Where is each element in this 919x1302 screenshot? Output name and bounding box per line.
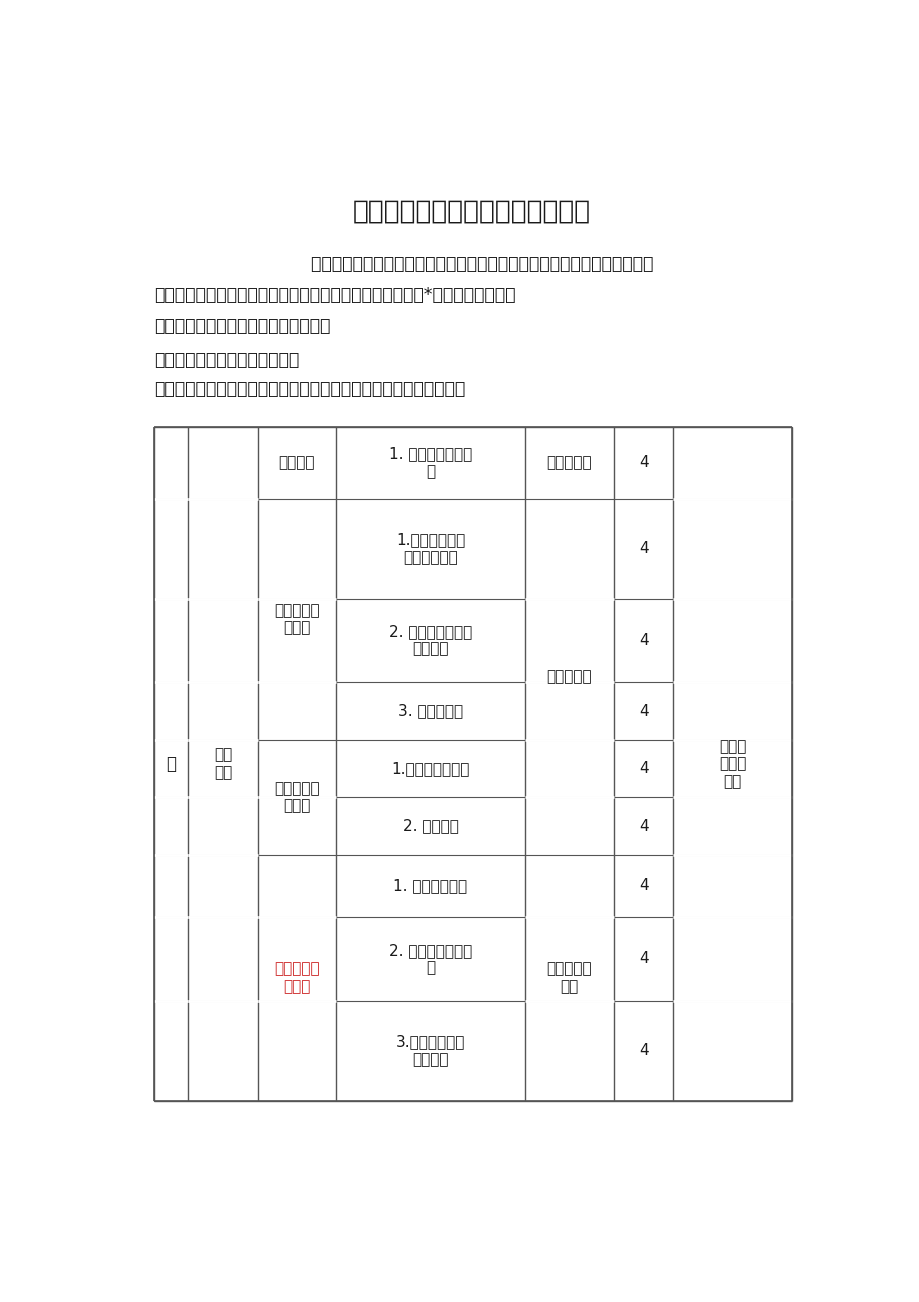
Text: 塔吊作业: 塔吊作业 [278,456,314,470]
Text: 和《建设工程安全生产管理条例》等法律法规的要求，结合*朴部应急预案，制: 和《建设工程安全生产管理条例》等法律法规的要求，结合*朴部应急预案，制 [154,285,516,303]
Text: 1. 拉接点不规范: 1. 拉接点不规范 [393,879,467,893]
Text: 3. 超荷、超载: 3. 超荷、超载 [398,703,462,719]
Text: 塔吊作业区: 塔吊作业区 [546,456,592,470]
Text: 高处
坠落: 高处 坠落 [213,747,232,780]
Text: 4: 4 [638,879,648,893]
Text: 按照《中华人民共和国安全生产法》、《国家安全生产事故灾难应急预案》: 按照《中华人民共和国安全生产法》、《国家安全生产事故灾难应急预案》 [289,254,653,272]
Text: 一: 一 [166,755,176,773]
Text: 四口、五临
边防护: 四口、五临 边防护 [274,781,319,814]
Text: 3.限位失灵或超
重、超长: 3.限位失灵或超 重、超长 [395,1035,465,1066]
Text: 4: 4 [638,456,648,470]
Text: 4: 4 [638,1043,648,1059]
Text: 1.防护设施不到
位、支撑不当: 1.防护设施不到 位、支撑不当 [395,533,465,565]
Text: 高处坠
落应急
预案: 高处坠 落应急 预案 [719,738,745,789]
Text: 4: 4 [638,703,648,719]
Text: 4: 4 [638,633,648,648]
Text: 订本项目部经理部事故应急处置预案。: 订本项目部经理部事故应急处置预案。 [154,316,330,335]
Text: 4: 4 [638,762,648,776]
Text: 外用电梯装
运拆除: 外用电梯装 运拆除 [274,961,319,993]
Text: 高处坠落、物体打击专项应急预案: 高处坠落、物体打击专项应急预案 [352,198,590,224]
Text: 2. 违章作业: 2. 违章作业 [403,819,458,833]
Text: 2. 违章作业、误操
作: 2. 违章作业、误操 作 [389,943,471,975]
Text: 依据《危害辨识与危险评价程序》，对相关重大危险因素编制预案。: 依据《危害辨识与危险评价程序》，对相关重大危险因素编制预案。 [154,380,465,398]
Text: 1. 违章作业、误操
作: 1. 违章作业、误操 作 [389,447,471,479]
Text: 楼内临边区: 楼内临边区 [546,669,592,685]
Text: 外设电梯作
业区: 外设电梯作 业区 [546,961,592,993]
Text: 4: 4 [638,952,648,966]
Text: 4: 4 [638,542,648,556]
Text: 1.防护设施不到位: 1.防护设施不到位 [391,762,470,776]
Text: 脚手架搭设
及作业: 脚手架搭设 及作业 [274,603,319,635]
Text: 2. 未系安全带、未
穿防滑鞋: 2. 未系安全带、未 穿防滑鞋 [389,624,471,656]
Text: 一、事故类型和危害程度分析：: 一、事故类型和危害程度分析： [154,350,300,368]
Text: 4: 4 [638,819,648,833]
